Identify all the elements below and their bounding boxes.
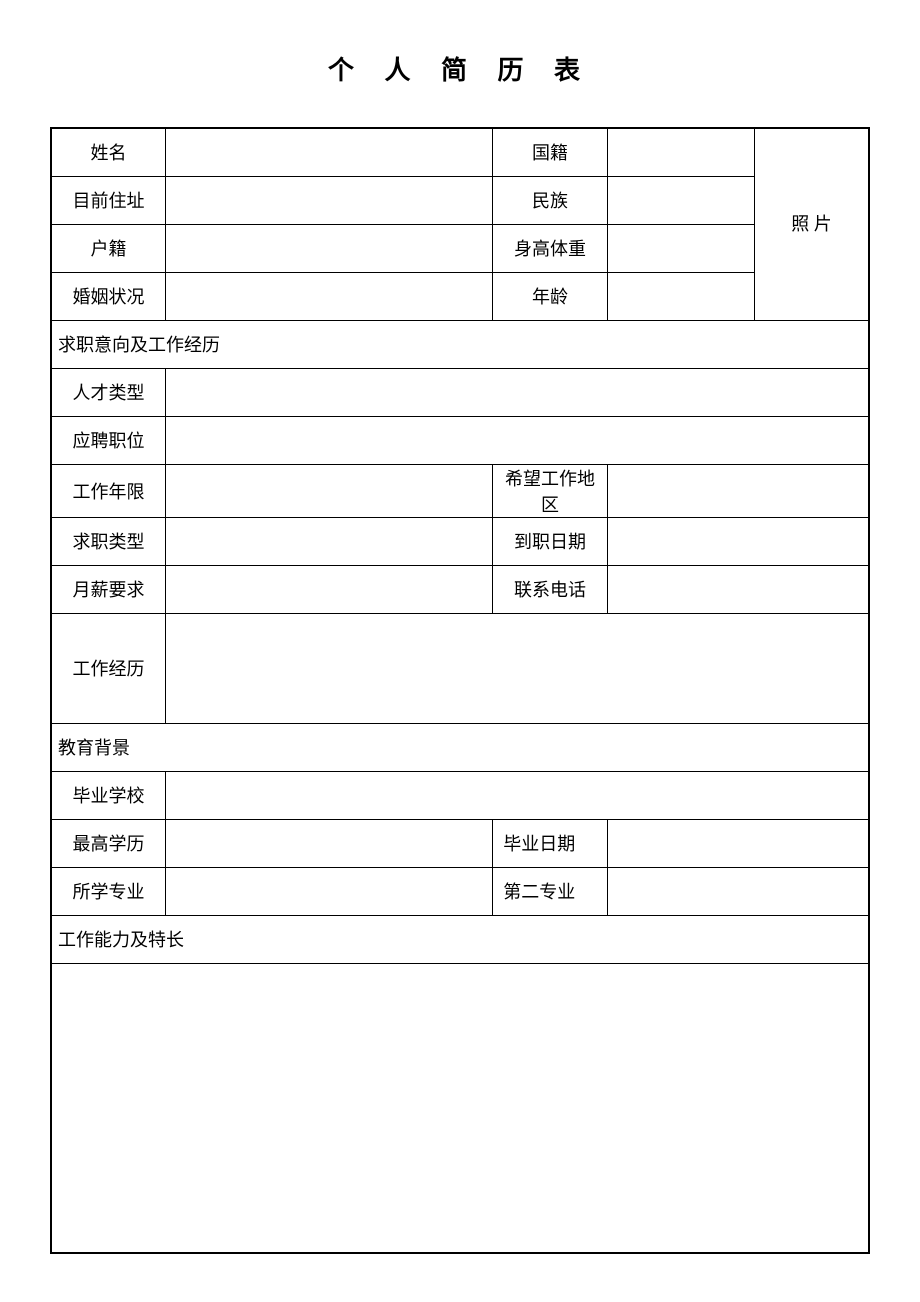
label-marital-status: 婚姻状况 <box>51 272 166 320</box>
label-work-years: 工作年限 <box>51 464 166 517</box>
value-grad-date <box>607 819 869 867</box>
value-hukou <box>166 224 493 272</box>
label-job-type: 求职类型 <box>51 517 166 565</box>
value-job-type <box>166 517 493 565</box>
label-position-applied: 应聘职位 <box>51 416 166 464</box>
value-nationality <box>607 128 754 176</box>
value-school <box>166 771 869 819</box>
value-work-experience <box>166 613 869 723</box>
label-major: 所学专业 <box>51 867 166 915</box>
label-current-address: 目前住址 <box>51 176 166 224</box>
section-education: 教育背景 <box>51 723 869 771</box>
label-highest-degree: 最高学历 <box>51 819 166 867</box>
value-desired-location <box>607 464 869 517</box>
label-start-date: 到职日期 <box>493 517 608 565</box>
value-marital-status <box>166 272 493 320</box>
value-start-date <box>607 517 869 565</box>
value-position-applied <box>166 416 869 464</box>
label-talent-type: 人才类型 <box>51 368 166 416</box>
value-skills <box>51 963 869 1253</box>
value-major <box>166 867 493 915</box>
value-work-years <box>166 464 493 517</box>
resume-table: 姓名 国籍 照 片 目前住址 民族 户籍 身高体重 婚姻状况 年龄 求职意向及工… <box>50 127 870 1254</box>
value-current-address <box>166 176 493 224</box>
label-grad-date: 毕业日期 <box>493 819 608 867</box>
label-height-weight: 身高体重 <box>493 224 608 272</box>
value-talent-type <box>166 368 869 416</box>
value-salary-expect <box>166 565 493 613</box>
label-school: 毕业学校 <box>51 771 166 819</box>
label-age: 年龄 <box>493 272 608 320</box>
label-salary-expect: 月薪要求 <box>51 565 166 613</box>
value-highest-degree <box>166 819 493 867</box>
value-ethnicity <box>607 176 754 224</box>
section-job-intent: 求职意向及工作经历 <box>51 320 869 368</box>
value-phone <box>607 565 869 613</box>
label-work-experience: 工作经历 <box>51 613 166 723</box>
label-desired-location: 希望工作地区 <box>493 464 608 517</box>
section-skills: 工作能力及特长 <box>51 915 869 963</box>
label-name: 姓名 <box>51 128 166 176</box>
value-second-major <box>607 867 869 915</box>
document-title: 个 人 简 历 表 <box>50 50 870 87</box>
photo-cell: 照 片 <box>754 128 869 320</box>
value-age <box>607 272 754 320</box>
label-hukou: 户籍 <box>51 224 166 272</box>
label-phone: 联系电话 <box>493 565 608 613</box>
label-ethnicity: 民族 <box>493 176 608 224</box>
value-name <box>166 128 493 176</box>
label-second-major: 第二专业 <box>493 867 608 915</box>
value-height-weight <box>607 224 754 272</box>
label-nationality: 国籍 <box>493 128 608 176</box>
